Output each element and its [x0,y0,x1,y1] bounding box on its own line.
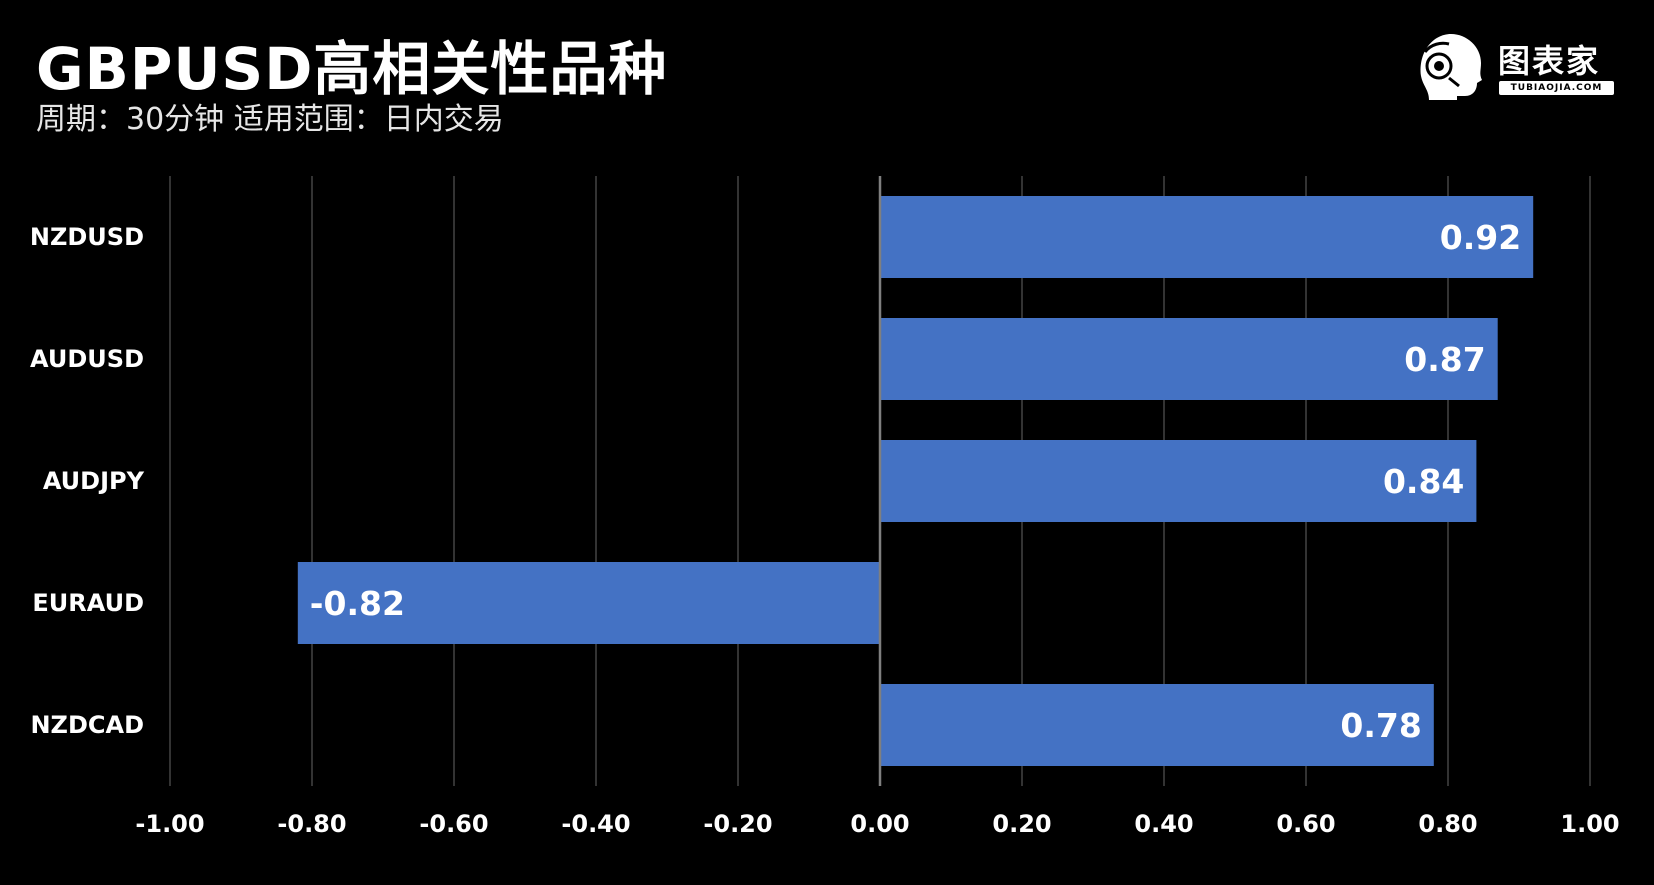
x-tick-label: -0.20 [703,810,772,838]
bar [880,684,1434,766]
x-tick-label: 0.40 [1134,810,1193,838]
bar [880,440,1477,522]
x-tick-label: -0.40 [561,810,630,838]
brand-logo: 图表家 TUBIAOJIA.COM [1415,30,1620,102]
x-tick-label: -0.60 [419,810,488,838]
x-tick-label: -1.00 [135,810,204,838]
x-tick-label: 0.20 [992,810,1051,838]
x-tick-label: 1.00 [1560,810,1619,838]
data-label: 0.92 [1440,218,1521,257]
bar [297,562,880,644]
data-label: 0.78 [1340,706,1421,745]
data-label: -0.82 [310,584,405,623]
bar [880,318,1498,400]
data-label: 0.87 [1404,340,1485,379]
category-label: NZDUSD [30,223,144,251]
data-label: 0.84 [1383,462,1464,501]
chart-title: GBPUSD高相关性品种 [36,35,668,103]
robot-head-icon [1420,34,1482,100]
category-label: AUDJPY [43,467,145,495]
x-tick-label: 0.80 [1418,810,1477,838]
bar [880,196,1534,278]
x-tick-label: -0.80 [277,810,346,838]
category-label: EURAUD [32,589,144,617]
logo-subtext: TUBIAOJIA.COM [1499,81,1614,95]
x-tick-label: 0.60 [1276,810,1335,838]
logo-text: 图表家 [1498,42,1601,80]
chart-subtitle: 周期：30分钟 适用范围：日内交易 [36,102,504,137]
category-label: AUDUSD [30,345,144,373]
category-label: NZDCAD [30,711,144,739]
x-tick-label: 0.00 [850,810,909,838]
